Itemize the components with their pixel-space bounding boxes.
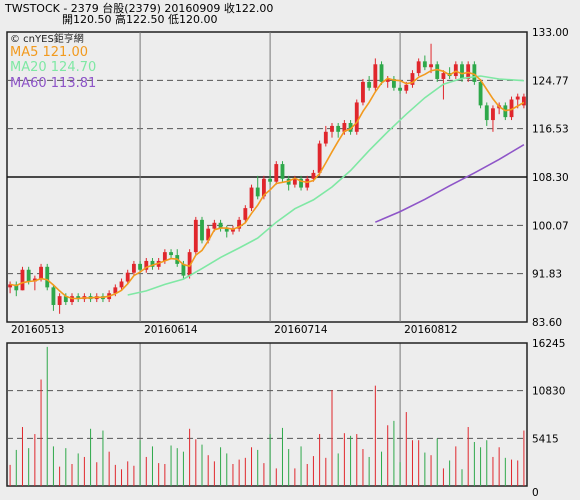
candle-body	[113, 287, 118, 294]
volume-y-tick-label: 16245	[532, 338, 565, 350]
candle-body	[361, 81, 365, 103]
source-label: © cnYES鉅亨網	[10, 32, 84, 45]
candle-body	[410, 73, 415, 85]
candle-body	[206, 228, 211, 241]
candle-body	[169, 252, 173, 256]
candle-body	[63, 296, 68, 303]
price-y-tick-label: 108.30	[532, 172, 569, 184]
candle-body	[249, 187, 254, 209]
x-tick-label: 20160513	[11, 324, 64, 336]
candle-body	[243, 208, 248, 220]
candle-body	[237, 219, 242, 229]
candle-body	[373, 64, 378, 88]
candle-body	[404, 84, 409, 91]
candle-body	[348, 122, 353, 132]
candle-body	[299, 178, 303, 188]
candle-body	[57, 296, 62, 305]
legend-ma60: MA60 113.81	[10, 76, 96, 91]
candle-body	[435, 64, 440, 79]
candle-body	[200, 219, 204, 241]
candle-body	[367, 81, 372, 88]
volume-panel-frame	[6, 342, 528, 487]
candle-body	[32, 278, 37, 282]
candle-body	[429, 64, 433, 68]
candle-body	[354, 102, 359, 132]
candle-body	[323, 131, 328, 144]
header-symbol-line: TWSTOCK - 2379 台股(2379) 20160909 收122.00	[5, 2, 274, 15]
candle-body	[39, 266, 43, 279]
candle-body	[187, 252, 192, 276]
candle-body	[515, 96, 520, 100]
candle-body	[379, 64, 384, 82]
candle-body	[330, 125, 334, 132]
candle-body	[422, 61, 427, 68]
volume-y-tick-label: 0	[532, 487, 539, 499]
candle-body	[150, 260, 155, 267]
price-y-tick-label: 91.83	[532, 269, 562, 281]
legend-ma20: MA20 124.70	[10, 60, 96, 75]
candle-body	[138, 263, 143, 270]
x-tick-label: 20160614	[144, 324, 198, 336]
candle-body	[8, 284, 13, 288]
price-y-tick-label: 83.60	[532, 317, 562, 329]
ma60-line	[374, 144, 525, 223]
candle-body	[14, 284, 19, 291]
ma20-line	[127, 75, 524, 296]
price-y-tick-label: 133.00	[532, 27, 569, 39]
candle-body	[51, 287, 56, 305]
candle-body	[255, 187, 260, 197]
candle-body	[292, 178, 297, 185]
candle-body	[311, 172, 316, 179]
volume-y-tick-label: 10830	[532, 386, 565, 398]
candle-body	[460, 64, 464, 79]
candle-body	[144, 260, 149, 270]
ma5-line	[9, 68, 525, 300]
header-ohlc-line: 開120.50 高122.50 低120.00	[62, 13, 218, 26]
candle-body	[398, 87, 403, 91]
candle-body	[231, 228, 235, 232]
candle-body	[261, 178, 266, 197]
candle-body	[218, 222, 223, 229]
candle-body	[466, 64, 471, 79]
price-y-tick-label: 124.77	[532, 75, 569, 87]
price-y-tick-label: 116.53	[532, 124, 569, 136]
candle-body	[391, 78, 396, 88]
candle-body	[119, 281, 124, 288]
candle-body	[193, 219, 198, 253]
x-tick-label: 20160812	[404, 324, 457, 336]
legend-ma5: MA5 121.00	[10, 45, 88, 60]
candle-body	[472, 64, 477, 82]
candle-body	[125, 272, 130, 282]
candle-body	[521, 96, 526, 106]
candle-body	[26, 269, 31, 282]
candle-body	[268, 178, 273, 182]
candle-body	[385, 78, 390, 82]
candle-body	[212, 222, 217, 229]
candle-body	[317, 143, 322, 173]
candle-body	[336, 125, 341, 132]
candle-body	[280, 164, 285, 179]
candle-body	[491, 108, 495, 121]
candle-body	[76, 296, 81, 300]
x-tick-label: 20160714	[274, 324, 328, 336]
candle-body	[181, 263, 186, 276]
candle-body	[453, 64, 458, 77]
candle-body	[441, 73, 446, 79]
candle-body	[509, 99, 514, 118]
candle-body	[20, 269, 25, 291]
candle-body	[416, 61, 421, 74]
volume-y-tick-label: 5415	[532, 433, 559, 445]
candle-body	[484, 105, 489, 121]
candle-body	[131, 263, 136, 273]
candle-body	[478, 81, 483, 106]
candle-body	[305, 178, 310, 188]
candle-body	[274, 164, 279, 182]
candle-body	[162, 252, 167, 261]
candle-body	[224, 228, 229, 232]
price-y-tick-label: 100.07	[532, 220, 569, 232]
candle-body	[342, 122, 347, 132]
candle-body	[45, 266, 50, 288]
